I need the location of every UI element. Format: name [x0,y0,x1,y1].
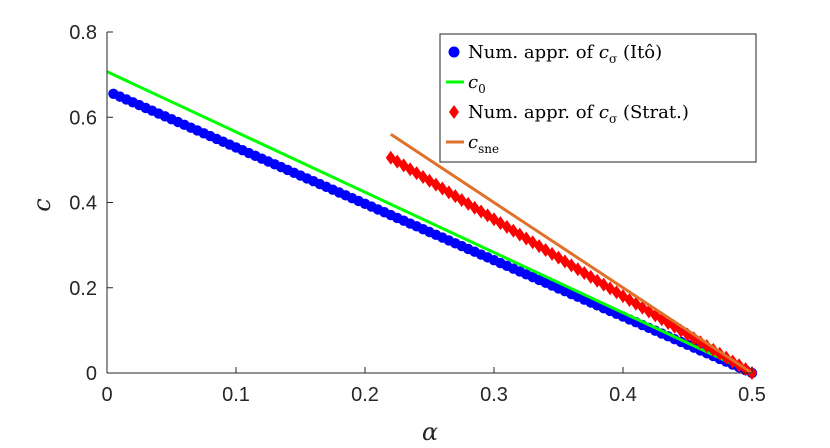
series-1-line [106,70,753,375]
plot-marks [106,70,758,380]
x-tick-label: 0.5 [738,384,766,406]
series-2-point [547,246,558,261]
x-tick-label: 0.1 [222,384,250,406]
legend-label: csne [468,132,499,156]
y-tick-label: 0 [86,363,97,385]
y-axis-label: c [28,198,56,211]
y-tick-label: 0.4 [69,193,97,215]
x-tick-label: 0.3 [480,384,508,406]
legend-swatch [448,46,460,58]
x-tick-label: 0 [101,384,112,406]
y-tick-label: 0.8 [69,22,97,44]
y-ticks: 0 0.2 0.4 0.6 0.8 [69,22,113,385]
legend: Num. appr. of cσ (Itô) c0 Num. appr. of cσ… [439,33,757,163]
y-tick-label: 0.6 [69,107,97,129]
series-3-line [389,133,753,375]
legend-swatch [449,105,459,119]
y-tick-label: 0.2 [69,278,97,300]
x-tick-label: 0.4 [609,384,637,406]
x-tick-label: 0.2 [351,384,379,406]
x-ticks: 0 0.1 0.2 0.3 0.4 0.5 [101,367,766,406]
legend-label: Num. appr. of cσ (Strat.) [468,102,689,126]
legend-box [439,33,757,163]
legend-label: c0 [468,72,486,96]
legend-label: Num. appr. of cσ (Itô) [468,42,662,66]
x-axis-label: α [422,418,438,446]
